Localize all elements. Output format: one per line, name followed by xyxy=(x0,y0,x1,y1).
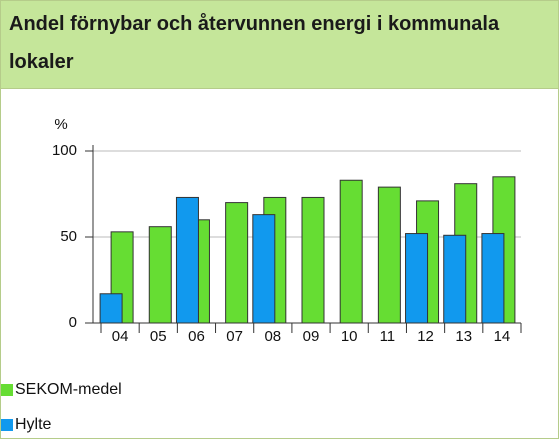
x-tick-label: 11 xyxy=(380,328,396,345)
x-tick-label: 12 xyxy=(417,328,434,345)
chart-title: Andel förnybar och återvunnen energi i k… xyxy=(9,13,500,73)
bar xyxy=(377,186,401,324)
x-tick-label: 05 xyxy=(150,328,167,345)
bar xyxy=(99,293,123,324)
bar xyxy=(481,233,505,324)
legend-label: Hylte xyxy=(15,416,52,433)
y-tick-label: 50 xyxy=(60,228,77,245)
x-tick-label: 07 xyxy=(226,328,243,345)
y-tick-label: 100 xyxy=(52,142,77,159)
bar xyxy=(148,226,172,324)
bar xyxy=(405,233,429,324)
x-tick-label: 09 xyxy=(303,328,320,345)
x-tick-label: 08 xyxy=(264,328,281,345)
legend-swatch xyxy=(1,419,13,431)
bar xyxy=(301,196,325,324)
x-tick-label: 04 xyxy=(112,328,129,345)
bar xyxy=(175,196,199,324)
legend-swatch xyxy=(1,384,13,396)
y-tick-label: 0 xyxy=(69,314,77,331)
bar xyxy=(252,214,276,324)
x-tick-label: 13 xyxy=(455,328,472,345)
x-tick-label: 06 xyxy=(188,328,205,345)
legend-item: Hylte xyxy=(1,416,51,434)
chart: % 0 50 100 04 05 06 07 08 09 10 11 12 13 14 xyxy=(52,116,522,345)
header: Andel förnybar och återvunnen energi i k… xyxy=(1,1,558,89)
bar xyxy=(225,202,249,324)
y-axis-label: % xyxy=(54,116,67,133)
x-tick-label: 14 xyxy=(494,328,511,345)
x-tick-label: 10 xyxy=(341,328,358,345)
legend-item: SEKOM-medel xyxy=(1,381,122,399)
legend-label: SEKOM-medel xyxy=(15,381,122,398)
bar xyxy=(443,234,467,324)
bar xyxy=(339,179,363,324)
